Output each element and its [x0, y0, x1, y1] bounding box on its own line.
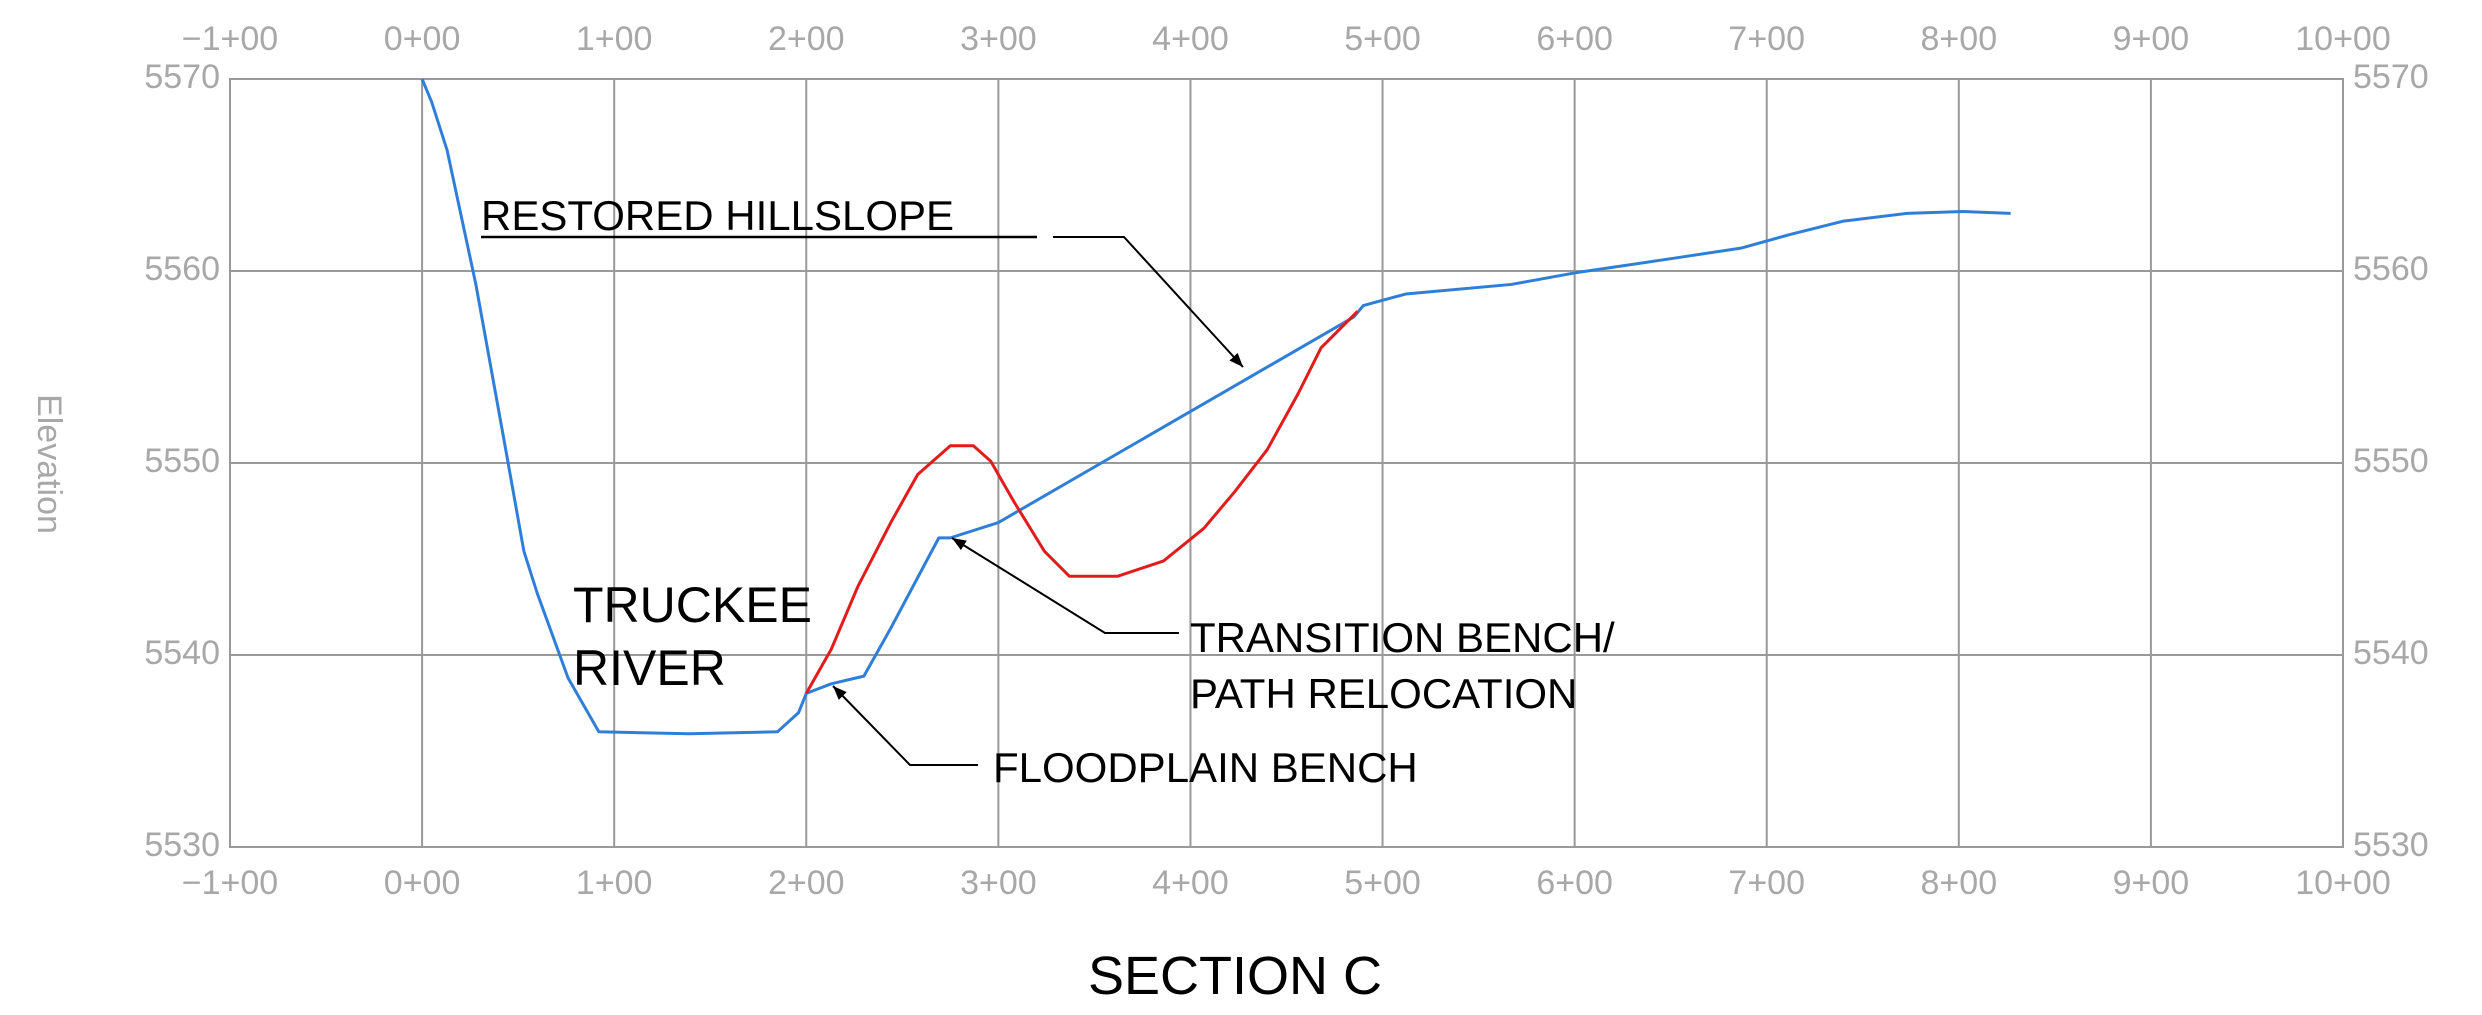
annotation: RESTORED HILLSLOPE — [481, 192, 954, 239]
y-tick-label: 5570 — [2353, 58, 2429, 96]
y-tick-label: 5550 — [144, 442, 220, 480]
x-tick-label: 2+00 — [768, 20, 845, 58]
x-tick-label: 10+00 — [2295, 20, 2391, 58]
y-tick-label: 5540 — [2353, 634, 2429, 672]
x-tick-label: 0+00 — [384, 864, 461, 902]
leader-line — [1053, 236, 1244, 368]
y-tick-label: 5560 — [2353, 250, 2429, 288]
annotation: TRUCKEE — [573, 577, 812, 633]
x-tick-label: 5+00 — [1344, 20, 1421, 58]
x-tick-label: −1+00 — [182, 20, 278, 58]
y-tick-label: 5530 — [2353, 826, 2429, 864]
x-tick-label: 2+00 — [768, 864, 845, 902]
profile-line — [804, 310, 1359, 695]
x-tick-label: 0+00 — [384, 20, 461, 58]
x-tick-label: 7+00 — [1728, 864, 1805, 902]
y-tick-label: 5560 — [144, 250, 220, 288]
x-tick-label: 1+00 — [576, 864, 653, 902]
annotation: TRANSITION BENCH/ — [1190, 614, 1615, 661]
annotation: PATH RELOCATION — [1190, 670, 1577, 717]
leader-line — [832, 685, 978, 766]
annotation: FLOODPLAIN BENCH — [993, 744, 1418, 791]
y-tick-label: 5540 — [144, 634, 220, 672]
x-tick-label: 4+00 — [1152, 864, 1229, 902]
y-axis-label: Elevation — [30, 394, 68, 534]
chart-title: SECTION C — [1088, 946, 1382, 1006]
leader-line — [951, 537, 1179, 634]
x-tick-label: 9+00 — [2113, 20, 2190, 58]
plot — [420, 78, 2011, 736]
x-tick-label: 5+00 — [1344, 864, 1421, 902]
x-tick-label: 1+00 — [576, 20, 653, 58]
x-tick-label: 9+00 — [2113, 864, 2190, 902]
x-tick-label: −1+00 — [182, 864, 278, 902]
x-tick-label: 8+00 — [1921, 20, 1998, 58]
annotation: RIVER — [573, 640, 726, 696]
x-tick-label: 4+00 — [1152, 20, 1229, 58]
y-tick-label: 5550 — [2353, 442, 2429, 480]
x-tick-label: 10+00 — [2295, 864, 2391, 902]
y-tick-label: 5570 — [144, 58, 220, 96]
x-tick-label: 3+00 — [960, 864, 1037, 902]
x-tick-label: 3+00 — [960, 20, 1037, 58]
y-tick-label: 5530 — [144, 826, 220, 864]
profile-line — [420, 78, 2011, 736]
grid: 5530 5530 5540 5540 5550 5550 5560 5560 5570 5570… — [144, 20, 2428, 902]
x-tick-label: 7+00 — [1728, 20, 1805, 58]
x-tick-label: 8+00 — [1921, 864, 1998, 902]
x-tick-label: 6+00 — [1536, 864, 1613, 902]
x-tick-label: 6+00 — [1536, 20, 1613, 58]
